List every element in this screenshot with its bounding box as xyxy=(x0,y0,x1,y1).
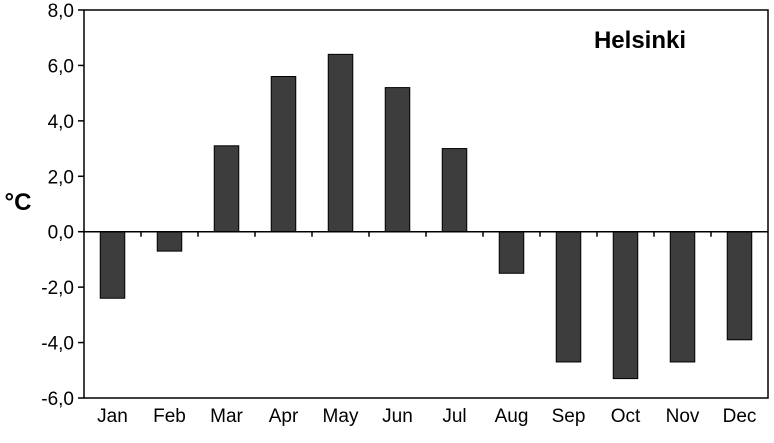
y-axis-title: °C xyxy=(5,189,32,216)
x-tick-label: Jun xyxy=(382,406,413,427)
bar-series xyxy=(99,53,753,380)
x-tick-label: Mar xyxy=(210,406,243,427)
bar-mar xyxy=(213,145,240,233)
y-tick-label: -2,0 xyxy=(41,278,74,299)
x-tick-label: May xyxy=(323,406,359,427)
bar-may xyxy=(327,53,354,233)
x-tick-label: Dec xyxy=(723,406,757,427)
bar-oct xyxy=(612,231,639,380)
bar-apr xyxy=(270,76,297,233)
bar-nov xyxy=(669,231,696,363)
x-tick-label: Sep xyxy=(552,406,586,427)
bar-jan xyxy=(99,231,126,299)
plot-area-frame xyxy=(83,9,769,399)
bar-jun xyxy=(384,87,411,233)
x-tick-label: Nov xyxy=(666,406,700,427)
y-tick-label: 0,0 xyxy=(48,223,74,244)
y-tick-label: -4,0 xyxy=(41,334,74,355)
y-axis: 8,0 6,0 4,0 2,0 0,0 -2,0 -4,0 -6,0 xyxy=(41,1,84,410)
bar-dec xyxy=(726,231,753,341)
y-tick-label: 4,0 xyxy=(48,112,74,133)
x-tick-label: Oct xyxy=(611,406,641,427)
y-tick-label: 2,0 xyxy=(48,167,74,188)
bar-jul xyxy=(441,148,468,233)
x-tick-label: Jul xyxy=(442,406,466,427)
y-tick-label: 8,0 xyxy=(48,1,74,22)
bar-sep xyxy=(555,231,582,363)
y-tick-label: 6,0 xyxy=(48,56,74,77)
city-annotation: Helsinki xyxy=(594,27,686,54)
bar-feb xyxy=(156,231,183,252)
x-tick-label: Apr xyxy=(269,406,299,427)
x-tick-label: Aug xyxy=(495,406,529,427)
x-axis: Jan Feb Mar Apr May Jun Jul Aug Sep Oct Nov Dec xyxy=(97,231,757,427)
bar-aug xyxy=(498,231,525,274)
x-tick-label: Jan xyxy=(97,406,128,427)
x-tick-label: Feb xyxy=(153,406,186,427)
y-tick-label: -6,0 xyxy=(41,389,74,410)
